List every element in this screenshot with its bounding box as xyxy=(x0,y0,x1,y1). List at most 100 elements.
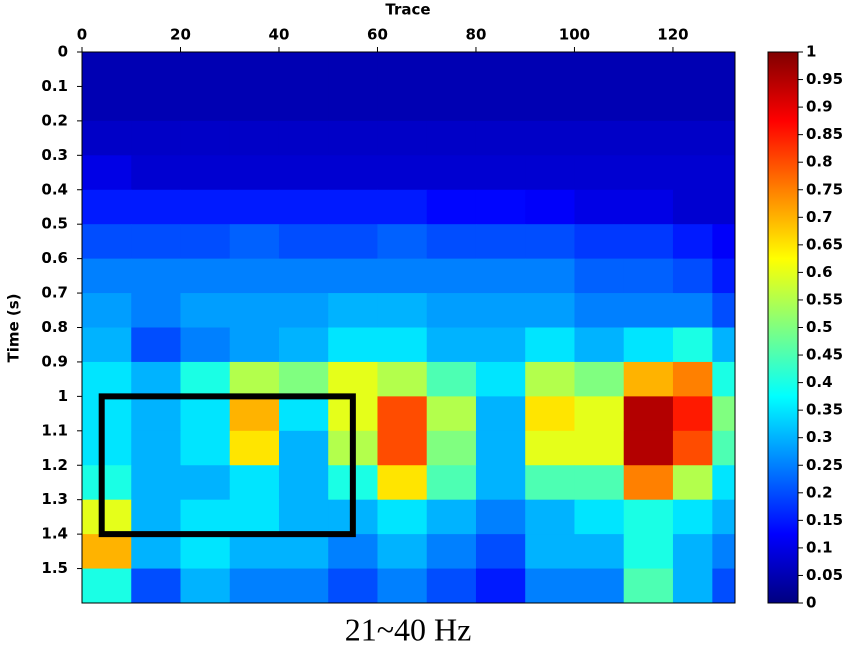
colorbar-tick-label: 0.4 xyxy=(806,373,833,391)
heatmap-cell xyxy=(278,189,329,225)
heatmap-cell xyxy=(672,327,713,363)
colorbar-tick-label: 0.25 xyxy=(806,456,843,474)
heatmap-cell xyxy=(180,120,231,156)
heatmap-cell xyxy=(712,534,736,570)
heatmap-cell xyxy=(426,258,477,294)
x-tick-label: 120 xyxy=(657,26,688,44)
heatmap-cell xyxy=(82,224,132,260)
heatmap-cell xyxy=(475,327,526,363)
heatmap-cell xyxy=(712,293,736,328)
heatmap-cell xyxy=(328,327,378,363)
heatmap-cell xyxy=(426,430,477,466)
heatmap-cell xyxy=(712,568,736,604)
colorbar-tick-label: 0.9 xyxy=(806,98,833,116)
heatmap-cell xyxy=(672,189,713,225)
heatmap-cell xyxy=(712,224,736,260)
heatmap-cell xyxy=(229,396,280,432)
heatmap-cell xyxy=(328,293,378,328)
heatmap-cell xyxy=(229,361,280,397)
heatmap-cell xyxy=(712,86,736,122)
colorbar-tick-label: 0.55 xyxy=(806,290,843,308)
heatmap-cell xyxy=(278,52,329,87)
heatmap-cell xyxy=(377,52,428,87)
heatmap-cell xyxy=(623,430,674,466)
heatmap-cell xyxy=(672,465,713,501)
heatmap-cell xyxy=(377,465,428,501)
heatmap-cell xyxy=(180,568,231,604)
heatmap-cell xyxy=(672,258,713,294)
heatmap-cell xyxy=(574,189,625,225)
heatmap-cell xyxy=(475,465,526,501)
heatmap-cell xyxy=(623,534,674,570)
heatmap-cell xyxy=(623,396,674,432)
heatmap-cell xyxy=(525,499,575,535)
heatmap-cell xyxy=(525,86,575,122)
colorbar-tick-label: 0.75 xyxy=(806,180,843,198)
heatmap-cell xyxy=(426,327,477,363)
heatmap-cell xyxy=(712,499,736,535)
heatmap-cell xyxy=(328,120,378,156)
heatmap-cell xyxy=(712,396,736,432)
heatmap-cell xyxy=(426,465,477,501)
heatmap-cell xyxy=(426,293,477,328)
heatmap-cell xyxy=(525,224,575,260)
heatmap-cell xyxy=(525,155,575,191)
heatmap-cell xyxy=(229,534,280,570)
heatmap-cell xyxy=(712,361,736,397)
heatmap-cell xyxy=(525,396,575,432)
heatmap-cell xyxy=(131,155,181,191)
y-tick-label: 1.4 xyxy=(41,525,68,543)
heatmap-cell xyxy=(180,155,231,191)
heatmap-cell xyxy=(278,465,329,501)
heatmap-cell xyxy=(574,155,625,191)
heatmap-cell xyxy=(574,396,625,432)
heatmap-cell xyxy=(377,258,428,294)
heatmap-cell xyxy=(712,155,736,191)
colorbar-tick-label: 0.45 xyxy=(806,346,843,364)
heatmap-cell xyxy=(131,430,181,466)
heatmap-cell xyxy=(180,258,231,294)
y-tick-label: 1.5 xyxy=(41,559,68,577)
colorbar-tick-label: 0.05 xyxy=(806,566,843,584)
heatmap-cell xyxy=(475,396,526,432)
heatmap-cell xyxy=(672,430,713,466)
heatmap-cell xyxy=(180,224,231,260)
heatmap-cell xyxy=(377,361,428,397)
heatmap-cell xyxy=(712,327,736,363)
heatmap-cell xyxy=(574,52,625,87)
heatmap-cell xyxy=(574,293,625,328)
heatmap-cell xyxy=(377,499,428,535)
colorbar-tick-label: 0.95 xyxy=(806,70,843,88)
heatmap-cell xyxy=(525,568,575,604)
heatmap-cell xyxy=(426,361,477,397)
heatmap-cell xyxy=(377,430,428,466)
heatmap-cell xyxy=(623,224,674,260)
colorbar-tick-label: 0.15 xyxy=(806,511,843,529)
heatmap-cell xyxy=(229,293,280,328)
heatmap-cell xyxy=(131,52,181,87)
heatmap-cell xyxy=(475,189,526,225)
heatmap-cell xyxy=(82,258,132,294)
heatmap-cell xyxy=(131,361,181,397)
heatmap-cell xyxy=(426,224,477,260)
heatmap-cell xyxy=(377,327,428,363)
heatmap-cell xyxy=(426,52,477,87)
heatmap-cell xyxy=(180,361,231,397)
heatmap-cell xyxy=(712,465,736,501)
heatmap-cell xyxy=(623,465,674,501)
heatmap-cell xyxy=(328,361,378,397)
heatmap-cell xyxy=(180,86,231,122)
heatmap-cell xyxy=(623,120,674,156)
heatmap-cell xyxy=(574,361,625,397)
heatmap-cell xyxy=(574,224,625,260)
heatmap-cell xyxy=(525,189,575,225)
heatmap-cell xyxy=(623,86,674,122)
colorbar-tick-label: 0.2 xyxy=(806,483,833,501)
heatmap-cell xyxy=(574,499,625,535)
heatmap-cell xyxy=(82,396,132,432)
heatmap-cell xyxy=(623,293,674,328)
heatmap-cell xyxy=(180,499,231,535)
heatmap-cell xyxy=(712,258,736,294)
heatmap-cell xyxy=(328,258,378,294)
